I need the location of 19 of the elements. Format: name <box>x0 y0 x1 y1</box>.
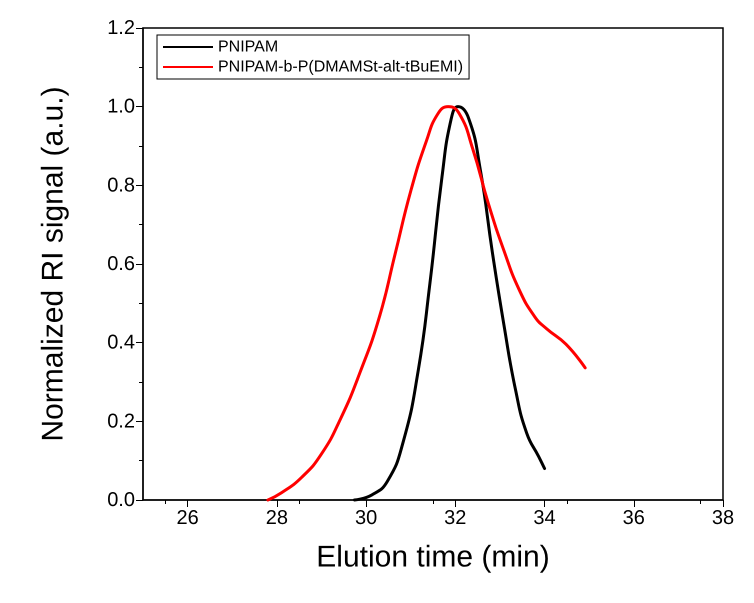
y-tick-label: 1.0 <box>107 96 135 118</box>
x-axis-title: Elution time (min) <box>316 540 550 574</box>
legend-label: PNIPAM-b-P(DMAMSt-alt-tBuEMI) <box>218 58 464 76</box>
x-tick-label: 30 <box>354 507 378 529</box>
x-tick-label: 38 <box>712 507 734 529</box>
legend-label: PNIPAM <box>218 38 278 56</box>
y-tick-label: 0.2 <box>107 410 135 432</box>
y-tick-label: 0.6 <box>107 253 135 275</box>
y-tick-label: 0.0 <box>107 489 135 511</box>
y-tick-label: 1.2 <box>107 17 135 39</box>
line-series <box>266 105 587 502</box>
x-tick-label: 32 <box>444 507 466 529</box>
x-tick-label: 36 <box>622 507 645 529</box>
x-tick-label: 28 <box>266 507 288 529</box>
x-tick-label: 26 <box>176 507 199 529</box>
y-tick-label: 0.4 <box>107 332 135 354</box>
y-axis-title: Normalized RI signal (a.u.) <box>36 86 70 442</box>
y-tick-label: 0.8 <box>107 174 135 196</box>
x-tick-label: 34 <box>533 507 556 529</box>
